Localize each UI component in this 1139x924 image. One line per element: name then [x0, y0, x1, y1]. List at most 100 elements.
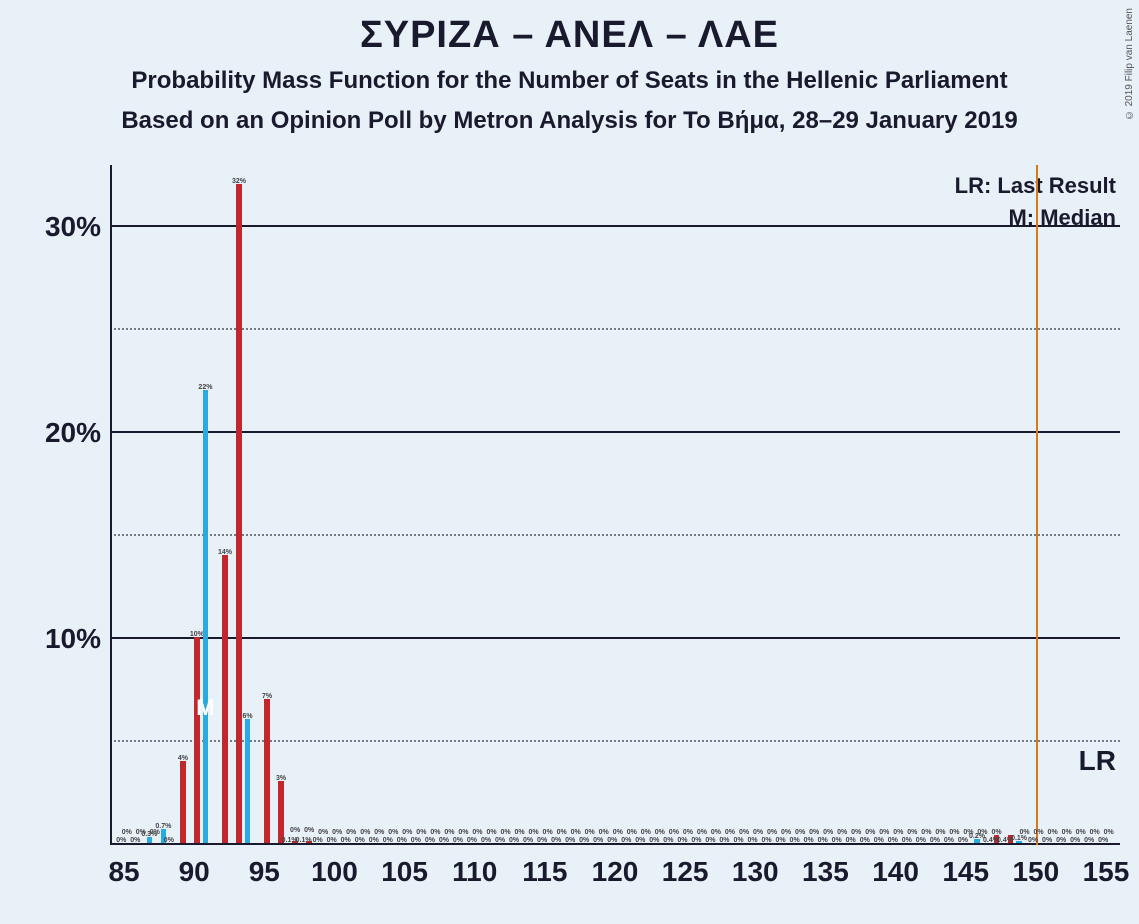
- bar-value-label: 0%: [327, 837, 337, 844]
- bar-value-label: 0%: [804, 837, 814, 844]
- bar-value-label: 0%: [425, 837, 435, 844]
- bar-value-label: 0%: [991, 829, 1001, 836]
- chart-container: ΣΥΡΙΖΑ – ΑΝΕΛ – ΛΑΕ Probability Mass Fun…: [0, 0, 1139, 924]
- bar-value-label: 0%: [935, 829, 945, 836]
- bar-value-label: 0%: [649, 837, 659, 844]
- bar-value-label: 6%: [242, 713, 252, 720]
- grid-major-line: [110, 431, 1120, 433]
- bar-value-label: 0%: [551, 837, 561, 844]
- bar-value-label: 0%: [369, 837, 379, 844]
- bar-series-b: [194, 637, 200, 843]
- bar-value-label: 0%: [514, 829, 524, 836]
- x-tick-label: 140: [872, 856, 919, 888]
- y-axis: [110, 165, 112, 845]
- x-tick-label: 110: [452, 856, 497, 888]
- bar-value-label: 0%: [486, 829, 496, 836]
- bar-value-label: 0%: [725, 829, 735, 836]
- bar-value-label: 0%: [439, 837, 449, 844]
- bar-value-label: 0%: [697, 829, 707, 836]
- bar-value-label: 0%: [122, 829, 132, 836]
- bar-value-label: 0%: [453, 837, 463, 844]
- lr-reference-line: [1036, 165, 1038, 845]
- lr-annotation: LR: [1079, 745, 1116, 777]
- bar-value-label: 0%: [332, 829, 342, 836]
- bar-value-label: 0%: [374, 829, 384, 836]
- bar-value-label: 0%: [795, 829, 805, 836]
- bar-value-label: 0%: [472, 829, 482, 836]
- copyright-text: © 2019 Filip van Laenen: [1124, 8, 1135, 120]
- bar-value-label: 0%: [1048, 829, 1058, 836]
- bar-value-label: 0%: [851, 829, 861, 836]
- bar-value-label: 0%: [388, 829, 398, 836]
- bar-value-label: 0%: [669, 829, 679, 836]
- bar-value-label: 0%: [705, 837, 715, 844]
- bar-value-label: 22%: [198, 384, 212, 391]
- grid-minor-line: [110, 534, 1120, 536]
- bar-value-label: 0%: [481, 837, 491, 844]
- bar-value-label: 0%: [761, 837, 771, 844]
- bar-value-label: 0%: [557, 829, 567, 836]
- bar-value-label: 0%: [888, 837, 898, 844]
- bar-value-label: 0%: [593, 837, 603, 844]
- x-tick-label: 85: [108, 856, 139, 888]
- bar-value-label: 14%: [218, 549, 232, 556]
- bar-value-label: 0%: [150, 829, 160, 836]
- grid-minor-line: [110, 328, 1120, 330]
- bar-value-label: 0%: [818, 837, 828, 844]
- bar-value-label: 0%: [930, 837, 940, 844]
- bar-value-label: 0%: [719, 837, 729, 844]
- bar-value-label: 0%: [529, 829, 539, 836]
- bar-value-label: 0%: [537, 837, 547, 844]
- bar-value-label: 0%: [411, 837, 421, 844]
- bar-value-label: 0%: [683, 829, 693, 836]
- bar-value-label: 0%: [860, 837, 870, 844]
- bar-value-label: 0%: [313, 837, 323, 844]
- bar-value-label: 0%: [318, 829, 328, 836]
- bar-value-label: 0%: [846, 837, 856, 844]
- bar-value-label: 0%: [776, 837, 786, 844]
- bar-value-label: 0%: [500, 829, 510, 836]
- bar-value-label: 0%: [1019, 829, 1029, 836]
- bar-series-b: [278, 781, 284, 843]
- bar-series-b: [222, 555, 228, 843]
- bar-value-label: 0%: [733, 837, 743, 844]
- chart-subtitle-1: Probability Mass Function for the Number…: [0, 67, 1139, 95]
- bar-value-label: 0%: [753, 829, 763, 836]
- bar-value-label: 0%: [164, 837, 174, 844]
- chart-title: ΣΥΡΙΖΑ – ΑΝΕΛ – ΛΑΕ: [0, 14, 1139, 57]
- bar-value-label: 0%: [747, 837, 757, 844]
- bar-value-label: 32%: [232, 178, 246, 185]
- bar-value-label: 0%: [304, 827, 314, 834]
- bar-value-label: 0%: [565, 837, 575, 844]
- x-tick-label: 125: [662, 856, 709, 888]
- grid-major-line: [110, 637, 1120, 639]
- plot-area: LR: Last Result M: Median 0%0%0%0%0.3%0%…: [110, 165, 1120, 845]
- bar-series-a: [203, 390, 209, 843]
- bar-value-label: 0%: [641, 829, 651, 836]
- bar-value-label: 0%: [360, 829, 370, 836]
- bar-value-label: 0%: [430, 829, 440, 836]
- bar-value-label: 0%: [1076, 829, 1086, 836]
- bar-value-label: 0.7%: [155, 823, 171, 830]
- bar-value-label: 0%: [621, 837, 631, 844]
- bar-value-label: 0%: [865, 829, 875, 836]
- bar-series-b: [180, 761, 186, 843]
- bar-value-label: 0%: [571, 829, 581, 836]
- bar-value-label: 0%: [893, 829, 903, 836]
- bar-value-label: 0%: [663, 837, 673, 844]
- bar-value-label: 0%: [1034, 829, 1044, 836]
- x-tick-label: 100: [311, 856, 358, 888]
- x-tick-label: 90: [179, 856, 210, 888]
- bar-value-label: 0%: [977, 829, 987, 836]
- bar-value-label: 0%: [346, 829, 356, 836]
- bar-series-b: [264, 699, 270, 843]
- x-tick-label: 120: [592, 856, 639, 888]
- bar-value-label: 0%: [907, 829, 917, 836]
- bar-value-label: 0%: [790, 837, 800, 844]
- bar-value-label: 0%: [543, 829, 553, 836]
- bar-value-label: 0%: [916, 837, 926, 844]
- bar-series-b: [236, 184, 242, 843]
- bar-value-label: 0%: [579, 837, 589, 844]
- bar-value-label: 0%: [809, 829, 819, 836]
- bar-value-label: 0%: [397, 837, 407, 844]
